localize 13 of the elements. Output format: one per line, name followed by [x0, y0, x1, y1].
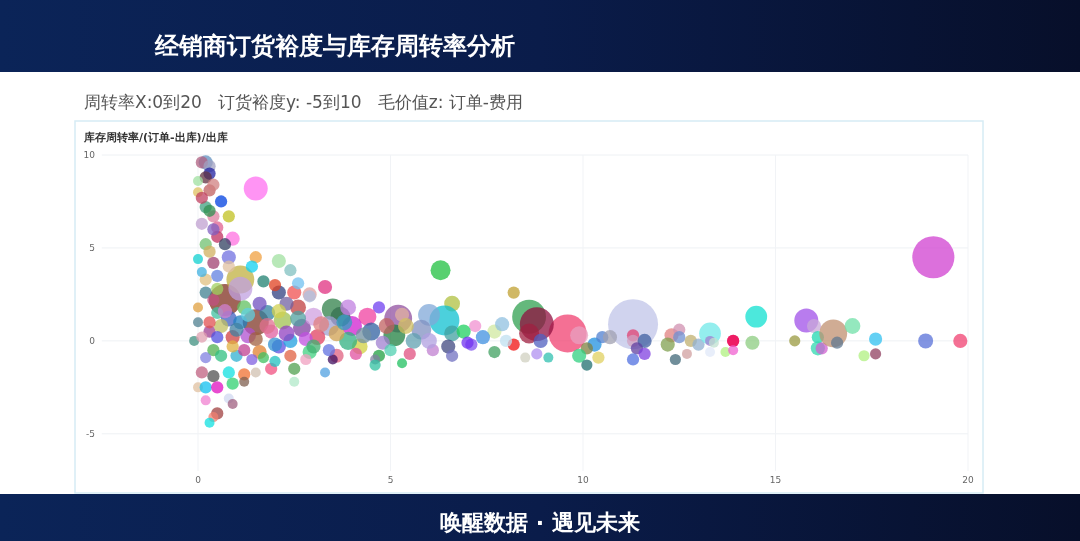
x-tick-label: 5 — [387, 475, 394, 485]
y-tick-label: 10 — [83, 150, 96, 161]
x-tick-label: 15 — [769, 475, 782, 485]
y-axis-title: 库存周转率/(订单-出库)/出库 — [83, 131, 228, 144]
chart-title: 经销商订货裕度与库存周转率分析 — [154, 32, 515, 60]
y-tick-label: -5 — [86, 428, 95, 439]
x-tick-label: 0 — [195, 475, 202, 485]
x-tick-label: 20 — [962, 475, 974, 485]
x-tick-label: 10 — [577, 475, 589, 485]
y-tick-label: 0 — [89, 336, 96, 347]
y-tick-label: 5 — [89, 243, 95, 254]
text: 唤醒数据 · 遇见未来 — [440, 510, 640, 535]
chart-subtitle: 周转率X:0到20 订货裕度y: -5到10 毛价值z: 订单-费用 — [84, 92, 523, 112]
